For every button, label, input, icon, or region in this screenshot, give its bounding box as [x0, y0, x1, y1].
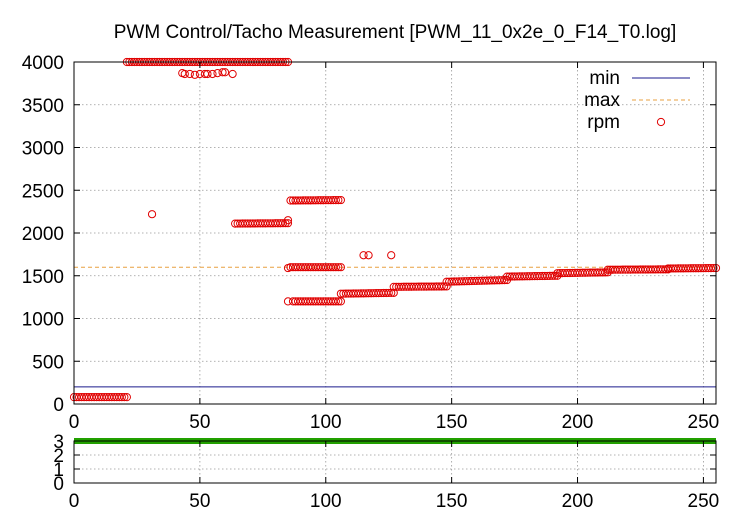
main-y-tick-label: 500 — [32, 352, 64, 373]
sub-y-tick-label: 3 — [53, 432, 64, 453]
rpm-point — [706, 264, 716, 273]
main-x-tick-label: 0 — [69, 412, 80, 433]
rpm-point — [550, 271, 559, 280]
rpm-point — [218, 68, 227, 77]
main-y-tick-label: 3500 — [22, 96, 64, 117]
rpm-point — [387, 251, 396, 260]
rpm-point — [359, 251, 368, 260]
rpm-point — [553, 271, 562, 280]
sub-x-tick-label: 0 — [69, 491, 80, 512]
main-y-tick-label: 4000 — [22, 53, 64, 74]
rpm-point — [213, 69, 222, 78]
rpm-point — [336, 195, 345, 205]
rpm-point — [283, 216, 293, 225]
main-axes: 0 50 100 150 200 2500500100015002000250030003… — [22, 53, 720, 433]
rpm-point — [283, 297, 293, 306]
sub-y-tick-label: 2 — [53, 446, 64, 467]
main-x-tick-label: 250 — [688, 412, 720, 433]
sub-x-tick-label: 100 — [310, 491, 342, 512]
sub-x-tick-label: 50 — [189, 491, 210, 512]
rpm-point — [364, 251, 373, 260]
rpm-point — [190, 70, 199, 79]
main-y-tick-label: 3000 — [22, 139, 64, 160]
main-plot-frame — [73, 61, 717, 405]
rpm-point — [334, 263, 343, 272]
rpm-point — [598, 268, 607, 277]
sub-plot-frame — [73, 440, 717, 484]
main-y-tick-label: 1500 — [22, 267, 64, 288]
rpm-point — [384, 288, 393, 298]
main-y-tick-label: 2000 — [22, 224, 64, 245]
sub-y-tick-label: 0 — [53, 474, 64, 495]
rpm-point — [437, 282, 446, 291]
rpm-point — [180, 69, 189, 79]
sub-x-tick-label: 150 — [436, 491, 468, 512]
rpm-point — [336, 263, 345, 272]
legend-label-max: max — [584, 90, 620, 111]
rpm-point — [208, 69, 217, 79]
sub-y-tick-label: 1 — [53, 460, 64, 481]
main-y-tick-label: 2500 — [22, 181, 64, 202]
rpm-point — [331, 297, 340, 306]
legend-label-min: min — [589, 68, 620, 89]
rpm-point — [601, 268, 610, 277]
main-y-tick-label: 0 — [53, 395, 64, 416]
rpm-point — [283, 263, 293, 273]
rpm-point — [331, 196, 340, 205]
rpm-point — [220, 68, 230, 77]
legend-marker-rpm — [656, 117, 666, 127]
rpm-point — [548, 271, 557, 280]
rpm-point — [203, 69, 212, 79]
legend-label-rpm: rpm — [587, 112, 620, 133]
main-series — [69, 57, 721, 402]
main-grid — [74, 62, 716, 404]
sub-x-tick-label: 250 — [688, 491, 720, 512]
main-x-tick-label: 100 — [310, 412, 342, 433]
sub-x-tick-label: 200 — [562, 491, 594, 512]
rpm-point — [228, 69, 237, 79]
rpm-point — [334, 297, 343, 306]
main-x-tick-label: 150 — [436, 412, 468, 433]
rpm-point — [185, 69, 194, 79]
main-y-tick-label: 1000 — [22, 310, 64, 331]
rpm-point — [442, 282, 451, 291]
main-x-tick-label: 50 — [189, 412, 210, 433]
rpm-point — [331, 263, 340, 272]
rpm-point — [439, 282, 449, 291]
rpm-point — [334, 196, 343, 205]
rpm-point — [709, 263, 718, 273]
chart-title: PWM Control/Tacho Measurement [PWM_11_0x… — [114, 22, 677, 43]
rpm-point — [122, 393, 131, 402]
rpm-point — [120, 393, 129, 402]
sub-grid — [74, 441, 716, 483]
rpm-point — [147, 210, 157, 219]
rpm-point — [283, 219, 293, 228]
main-x-tick-label: 200 — [562, 412, 594, 433]
rpm-point — [603, 268, 612, 277]
rpm-point — [117, 393, 126, 402]
